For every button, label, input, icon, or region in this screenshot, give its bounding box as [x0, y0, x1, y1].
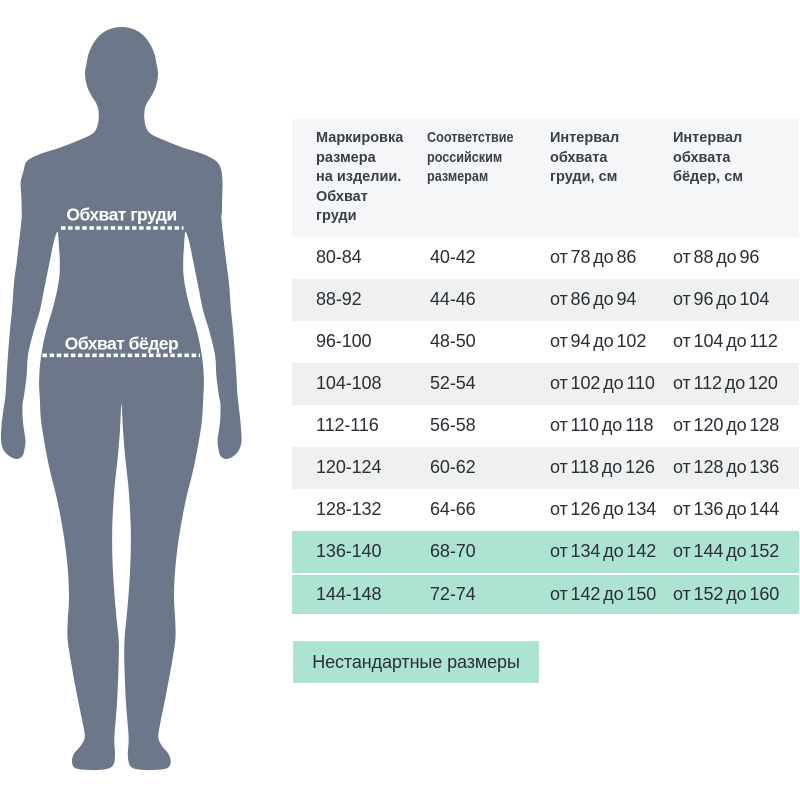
svg-text:Обхват бёдер: Обхват бёдер [65, 333, 178, 353]
svg-text:Обхват груди: Обхват груди [66, 205, 176, 225]
